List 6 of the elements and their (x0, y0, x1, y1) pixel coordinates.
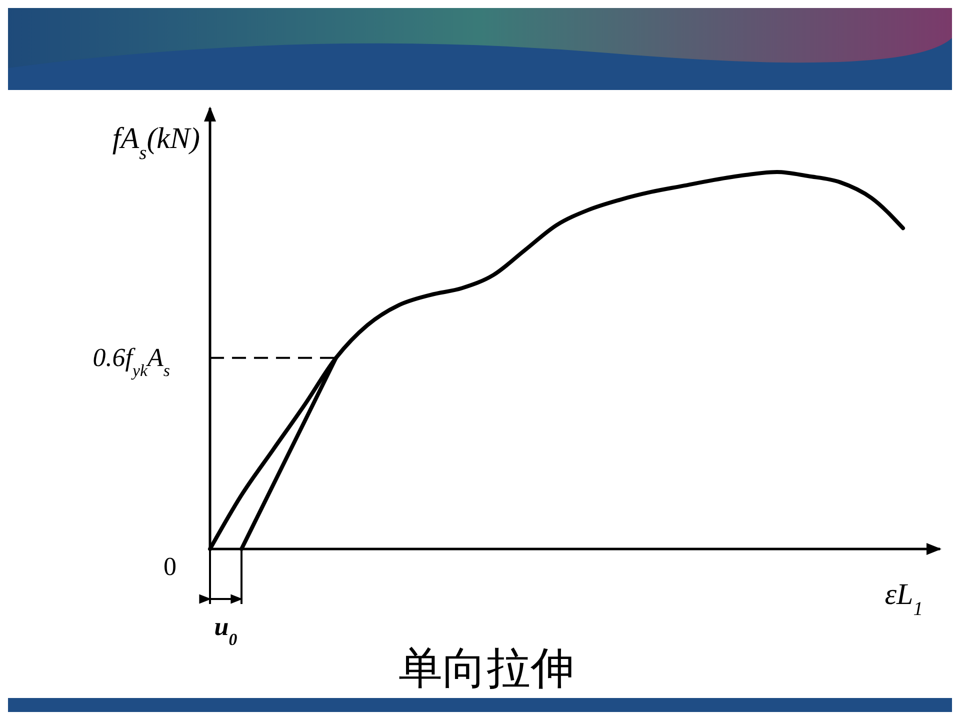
text: 单向拉伸 (398, 643, 574, 694)
text: u$_{0}$ (214, 612, 238, 648)
y-axis-title: fA$_{s}$(kN) (112, 122, 200, 164)
x-axis-title: εL$_{1}$ (884, 578, 923, 620)
text: 0 (164, 552, 176, 581)
ref-line-label: 0.6f$_{yk}$A$_{s}$ (92, 342, 170, 380)
